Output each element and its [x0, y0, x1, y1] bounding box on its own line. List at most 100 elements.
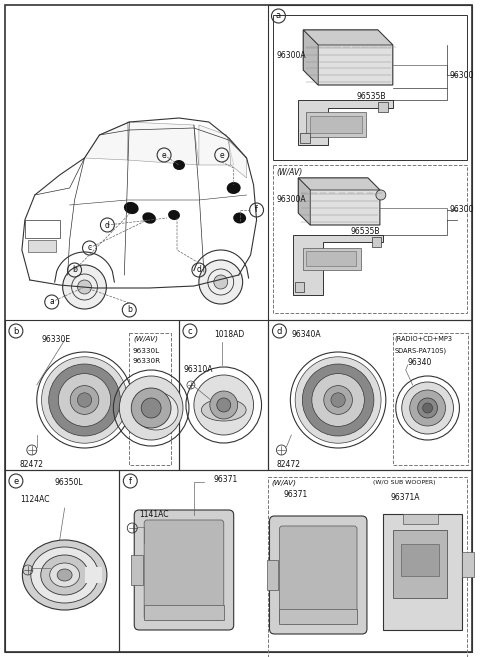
FancyBboxPatch shape [279, 526, 357, 624]
Circle shape [214, 275, 228, 289]
Bar [268, 5, 472, 320]
Circle shape [58, 374, 111, 426]
Bar [462, 552, 474, 577]
Bar [300, 133, 310, 143]
Polygon shape [299, 178, 380, 225]
Text: 96300: 96300 [449, 70, 474, 79]
Bar [306, 112, 366, 137]
Circle shape [295, 357, 381, 443]
Text: 96535B: 96535B [356, 92, 385, 101]
Ellipse shape [168, 210, 180, 220]
Ellipse shape [41, 555, 88, 595]
Bar [28, 240, 56, 252]
Bar [403, 514, 438, 524]
Bar [266, 560, 278, 590]
Text: 1124AC: 1124AC [20, 495, 49, 504]
Ellipse shape [31, 547, 98, 603]
Bar [274, 165, 468, 313]
Bar [401, 544, 439, 576]
Bar [378, 102, 388, 112]
Ellipse shape [173, 160, 185, 170]
Text: 96535B: 96535B [350, 227, 380, 236]
Bar [5, 320, 179, 470]
Bar [179, 320, 268, 470]
Circle shape [302, 364, 374, 436]
Text: 96371: 96371 [214, 475, 238, 484]
Text: 96371A: 96371A [391, 493, 420, 502]
Bar [303, 248, 361, 270]
Text: (W/AV): (W/AV) [272, 480, 297, 486]
Circle shape [324, 386, 352, 415]
Polygon shape [84, 122, 129, 160]
Bar [25, 220, 60, 238]
Polygon shape [303, 30, 393, 85]
Circle shape [331, 393, 345, 407]
Text: e: e [162, 150, 167, 160]
Text: b: b [72, 265, 77, 275]
Bar [310, 116, 362, 133]
Bar [120, 470, 472, 652]
Text: e: e [13, 476, 19, 486]
Text: 96300A: 96300A [276, 196, 306, 204]
Text: (RADIO+CD+MP3: (RADIO+CD+MP3 [395, 336, 453, 342]
Circle shape [78, 280, 92, 294]
Polygon shape [293, 235, 383, 295]
Polygon shape [303, 30, 318, 85]
Ellipse shape [143, 212, 156, 223]
Circle shape [422, 403, 432, 413]
Ellipse shape [233, 212, 246, 223]
Text: b: b [13, 327, 19, 336]
Text: 96300: 96300 [449, 206, 474, 214]
Text: c: c [87, 244, 92, 252]
Bar [295, 282, 304, 292]
Ellipse shape [57, 569, 72, 581]
Bar [268, 477, 468, 657]
Circle shape [194, 375, 253, 435]
Ellipse shape [227, 182, 240, 194]
Text: c: c [188, 327, 192, 336]
FancyBboxPatch shape [144, 520, 224, 620]
Bar [144, 605, 224, 620]
Bar [268, 320, 472, 470]
FancyBboxPatch shape [134, 510, 234, 630]
Circle shape [70, 386, 99, 415]
Bar [393, 530, 447, 598]
Text: d: d [105, 221, 110, 229]
Circle shape [120, 376, 183, 440]
Text: 96371: 96371 [283, 490, 308, 499]
Bar [84, 567, 102, 583]
Text: (W/AV): (W/AV) [133, 336, 158, 342]
Polygon shape [299, 100, 393, 145]
Ellipse shape [134, 392, 178, 430]
Polygon shape [199, 125, 234, 165]
Ellipse shape [23, 540, 107, 610]
Circle shape [210, 391, 238, 419]
Text: e: e [219, 150, 224, 160]
Ellipse shape [124, 202, 139, 214]
Bar [372, 237, 381, 247]
Text: d: d [196, 265, 201, 275]
Text: 96350L: 96350L [55, 478, 84, 487]
Circle shape [410, 390, 445, 426]
Circle shape [42, 357, 128, 443]
Text: 1141AC: 1141AC [139, 510, 168, 519]
Bar [279, 609, 357, 624]
Text: a: a [49, 298, 54, 307]
Bar [393, 333, 468, 465]
Circle shape [312, 374, 364, 426]
Text: b: b [127, 306, 132, 315]
Ellipse shape [202, 399, 246, 421]
Circle shape [217, 398, 231, 412]
Text: f: f [129, 476, 132, 486]
Text: 82472: 82472 [276, 460, 300, 469]
Text: (W/O SUB WOOPER): (W/O SUB WOOPER) [373, 480, 435, 485]
Text: a: a [276, 12, 281, 20]
Text: (W/AV): (W/AV) [276, 168, 303, 177]
Text: 96310A: 96310A [184, 365, 214, 374]
Bar [131, 555, 143, 585]
Bar [129, 333, 171, 465]
Bar [306, 251, 356, 266]
Polygon shape [127, 122, 199, 165]
Text: 96340: 96340 [408, 358, 432, 367]
Ellipse shape [50, 563, 80, 587]
